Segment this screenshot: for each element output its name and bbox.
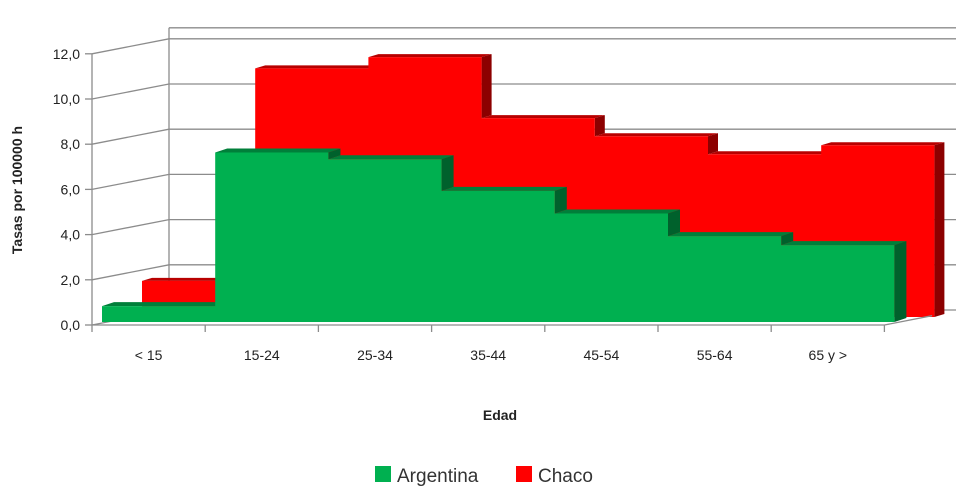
step-side-face [594,115,605,137]
y-tick-label: 12,0 [53,46,80,62]
axes [85,53,933,332]
series-layer [102,54,945,322]
y-tick-label: 4,0 [61,227,81,243]
x-tick-label: 65 y > [809,347,848,363]
step-side-face [481,54,492,119]
x-axis-title: Edad [483,407,517,423]
x-tick-label: 15-24 [244,347,280,363]
step-top-face [215,148,341,153]
step-top-face [554,209,680,214]
step-top-face [594,133,718,137]
x-tick-labels: < 15 15-24 25-34 35-44 45-54 55-64 65 y > [135,347,847,363]
step-top-face [102,302,228,307]
y-tick-label: 6,0 [61,181,81,197]
series-front-face [102,152,895,322]
step-top-face [368,54,492,58]
step-top-face [255,65,379,69]
step-top-face [328,155,454,160]
step-side-face [554,186,567,214]
y-tick-label: 10,0 [53,91,80,107]
step-top-face [781,241,907,246]
legend: Argentina Chaco [375,466,593,487]
step-side-face [668,209,680,237]
step-top-face [481,115,605,119]
legend-label-chaco: Chaco [538,466,593,487]
legend-swatch-chaco [516,466,532,482]
y-tick-label: 2,0 [61,272,81,288]
x-tick-label: < 15 [135,347,163,363]
x-tick-label: 35-44 [470,347,506,363]
series-argentina [102,148,907,322]
step-side-face [328,148,341,160]
step-side-face [781,232,794,246]
x-tick-label: 55-64 [697,347,733,363]
step-side-face [708,133,718,155]
y-tick-labels: 0,0 2,0 4,0 6,0 8,0 10,0 12,0 [53,46,80,333]
y-tick-label: 8,0 [61,136,81,152]
step-side-face [934,142,945,317]
step-side-face [441,155,454,191]
legend-label-argentina: Argentina [397,466,479,487]
floor-edge [884,315,933,326]
x-tick-label: 45-54 [583,347,619,363]
step-top-face [708,151,832,155]
step-top-face [668,232,794,237]
step-top-face [821,142,945,146]
legend-swatch-argentina [375,466,391,482]
y-axis-title: Tasas por 100000 h [9,126,25,254]
step-top-face [441,186,567,191]
x-tick-label: 25-34 [357,347,393,363]
y-tick-label: 0,0 [61,317,81,333]
step-side-face [894,241,907,322]
